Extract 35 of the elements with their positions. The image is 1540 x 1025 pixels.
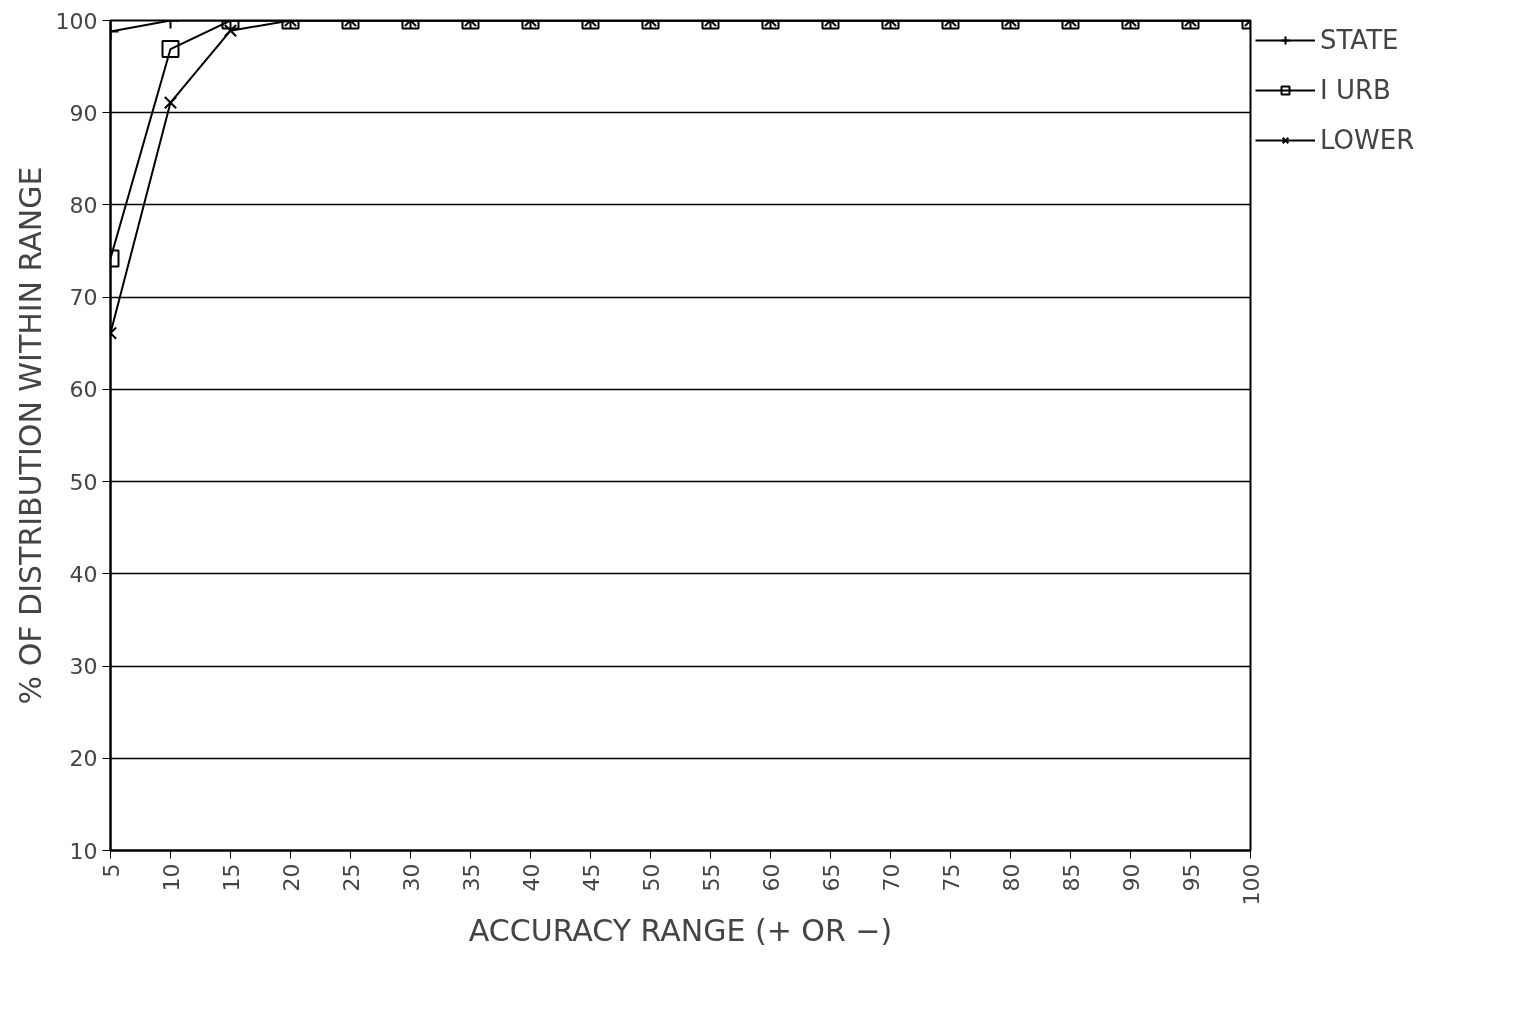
legend-label: STATE	[1320, 25, 1399, 55]
x-tick-label: 70	[878, 863, 904, 892]
y-tick-label: 60	[69, 377, 98, 403]
y-tick-label: 50	[69, 469, 98, 495]
x-tick-label: 5	[98, 863, 124, 878]
x-tick-label: 40	[518, 863, 544, 892]
x-tick-label: 25	[338, 863, 364, 892]
y-tick-label: 40	[69, 561, 98, 587]
x-tick-label: 75	[938, 863, 964, 892]
y-tick-label: 70	[69, 285, 98, 311]
y-axis-title: % OF DISTRIBUTION WITHIN RANGE	[12, 166, 48, 705]
y-tick-label: 80	[69, 192, 98, 218]
x-tick-label: 85	[1058, 863, 1084, 892]
y-tick-label: 20	[69, 746, 98, 772]
x-tick-label: 80	[998, 863, 1024, 892]
x-tick-label: 45	[578, 863, 604, 892]
x-tick-label: 55	[698, 863, 724, 892]
y-tick-label: 90	[69, 100, 98, 126]
x-tick-label: 50	[638, 863, 664, 892]
x-tick-label: 30	[398, 863, 424, 892]
x-tick-label: 10	[158, 863, 184, 892]
x-tick-label: 20	[278, 863, 304, 892]
x-tick-label: 95	[1178, 863, 1204, 892]
y-tick-label: 100	[55, 8, 98, 34]
legend-label: LOWER	[1320, 125, 1415, 155]
y-tick-label: 10	[69, 838, 98, 864]
x-tick-label: 35	[458, 863, 484, 892]
x-tick-label: 90	[1118, 863, 1144, 892]
legend-label: I URB	[1320, 75, 1391, 105]
x-tick-label: 15	[218, 863, 244, 892]
y-tick-label: 30	[69, 654, 98, 680]
x-tick-label: 65	[818, 863, 844, 892]
x-tick-label: 100	[1238, 863, 1264, 906]
x-tick-label: 60	[758, 863, 784, 892]
x-axis-title: ACCURACY RANGE (+ OR −)	[468, 913, 893, 949]
